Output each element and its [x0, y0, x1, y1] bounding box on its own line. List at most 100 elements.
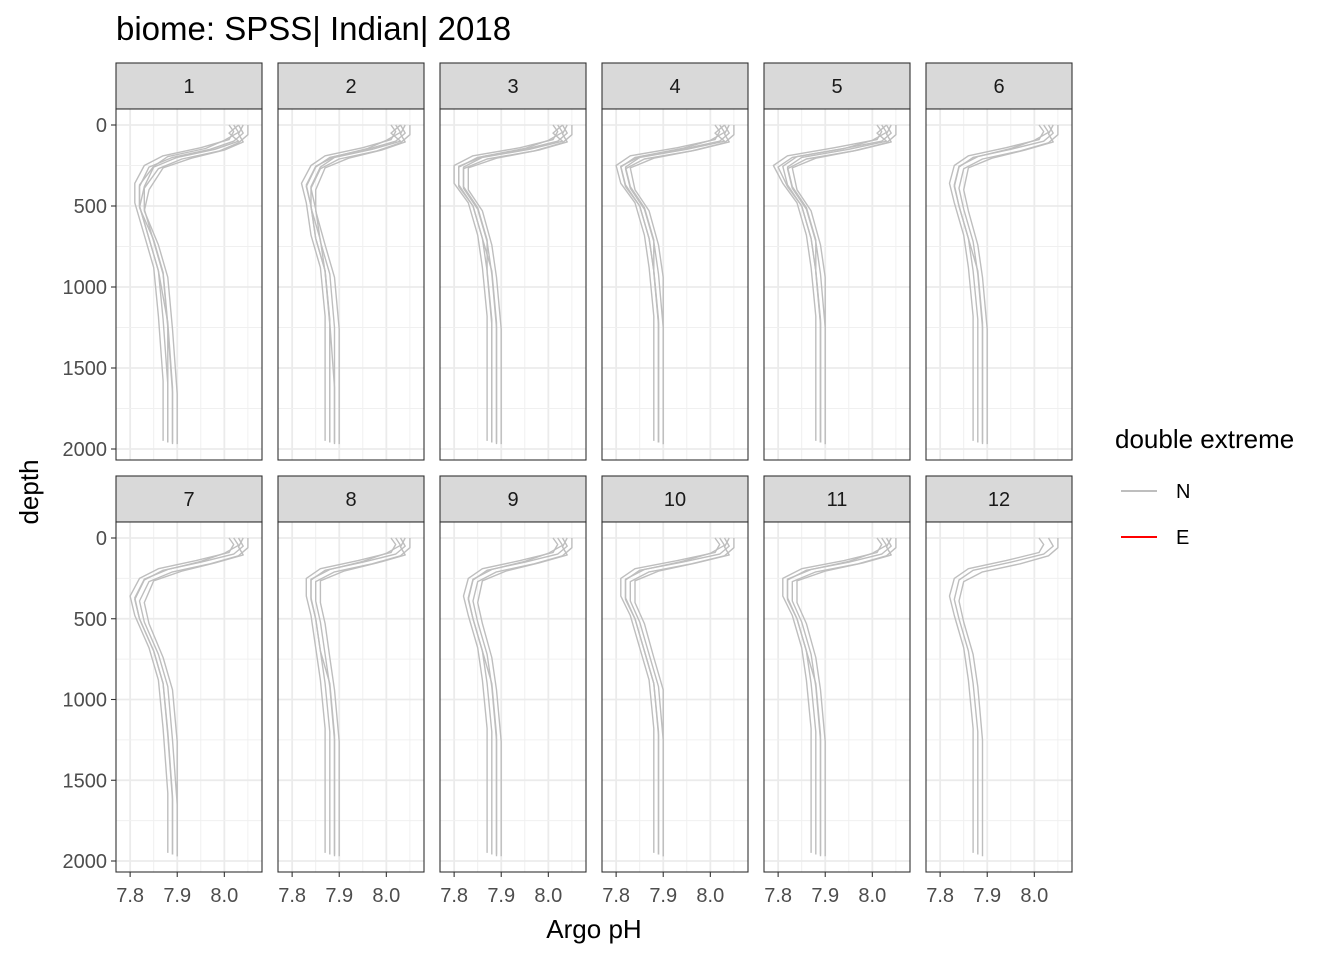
y-tick-label: 1000: [63, 690, 108, 712]
facet-strip: [601, 475, 749, 523]
y-tick-label: 1500: [63, 358, 108, 380]
profile-line: [138, 124, 240, 443]
x-tick-label: 8.0: [210, 885, 238, 907]
facet-strip-label: 10: [664, 489, 686, 511]
x-tick-label: 7.8: [116, 885, 144, 907]
facet-panel-11: 11 7.8 7.9 8.0: [763, 475, 911, 907]
panel-border: [763, 108, 911, 461]
facet-strip-label: 6: [993, 76, 1004, 98]
profile-line: [786, 124, 888, 443]
facet-panel-10: 10 7.8 7.9 8.0: [601, 475, 749, 907]
facet-strip: [115, 62, 263, 110]
profile-line: [963, 124, 1054, 445]
x-tick-label: 8.0: [372, 885, 400, 907]
profile-line: [786, 537, 888, 855]
panel-background: [278, 522, 424, 872]
x-tick-label: 7.8: [926, 885, 954, 907]
legend-label-N: N: [1176, 481, 1190, 503]
profile-line: [315, 124, 406, 445]
facet-strip: [763, 62, 911, 110]
profile-line: [629, 124, 730, 445]
facet-strip-label: 1: [183, 76, 194, 98]
profile-line: [143, 124, 244, 445]
x-tick-label: 7.8: [440, 885, 468, 907]
y-tick-label: 1500: [63, 770, 108, 792]
x-tick-label: 8.0: [1020, 885, 1048, 907]
panel-border: [925, 108, 1073, 461]
legend: double extreme N E: [1115, 424, 1294, 549]
x-tick-label: 8.0: [696, 885, 724, 907]
legend-title: double extreme: [1115, 424, 1294, 454]
facet-strip-label: 9: [507, 489, 518, 511]
profile-line: [796, 537, 892, 857]
facet-panel-12: 12 7.8 7.9 8.0: [925, 475, 1073, 907]
profile-line: [143, 537, 244, 857]
panel-background: [278, 109, 424, 460]
panel-background: [116, 522, 262, 872]
facet-panel-2: 2: [277, 62, 425, 461]
x-tick-label: 7.9: [973, 885, 1001, 907]
profile-line: [782, 537, 883, 853]
profile-line: [624, 537, 726, 855]
profile-line: [462, 124, 564, 443]
panel-background: [440, 109, 586, 460]
x-tick-label: 7.9: [649, 885, 677, 907]
profile-line: [615, 124, 721, 441]
profile-line: [948, 537, 1045, 853]
profile-line: [772, 124, 883, 441]
profile-line: [134, 124, 235, 441]
facet-strip-label: 2: [345, 76, 356, 98]
profile-line: [791, 124, 892, 445]
facet-strip: [277, 62, 425, 110]
y-tick-label: 500: [74, 196, 107, 218]
profile-line: [477, 537, 568, 857]
y-tick-label: 2000: [63, 851, 108, 873]
legend-label-E: E: [1176, 527, 1189, 549]
panel-border: [115, 108, 263, 461]
facet-strip-label: 8: [345, 489, 356, 511]
profile-line: [958, 538, 1059, 857]
profile-line: [953, 537, 1054, 855]
profile-line: [319, 537, 406, 857]
profile-line: [462, 537, 559, 853]
profile-line: [458, 124, 564, 443]
y-tick-label: 0: [96, 115, 107, 137]
profile-line: [129, 537, 235, 853]
panel-background: [926, 522, 1072, 872]
facet-panel-1: 1 0 500 1000 1500 2000: [63, 62, 263, 461]
panel-background: [116, 109, 262, 460]
facet-panel-9: 9 7.8 7.9 8.0: [439, 475, 587, 907]
panel-border: [277, 521, 425, 873]
panel-border: [277, 108, 425, 461]
x-tick-label: 8.0: [858, 885, 886, 907]
panel-border: [439, 521, 587, 873]
facet-strip-label: 3: [507, 76, 518, 98]
panel-background: [602, 522, 748, 872]
facet-strip-label: 5: [831, 76, 842, 98]
x-tick-label: 7.8: [278, 885, 306, 907]
facet-strip-label: 12: [988, 489, 1010, 511]
profile-line: [634, 537, 730, 857]
panel-border: [439, 108, 587, 461]
panel-background: [440, 522, 586, 872]
facet-panel-4: 4: [601, 62, 749, 461]
profile-line: [305, 537, 397, 853]
facet-strip-label: 7: [183, 489, 194, 511]
facet-strip-label: 11: [827, 489, 848, 511]
panel-background: [764, 522, 910, 872]
profile-line: [467, 537, 564, 855]
x-tick-label: 7.8: [602, 885, 630, 907]
panel-border: [115, 521, 263, 873]
facet-strip-label: 4: [669, 76, 680, 98]
x-tick-label: 7.9: [163, 885, 191, 907]
y-tick-label: 2000: [63, 439, 108, 461]
profile-line: [467, 124, 568, 445]
panel-border: [925, 521, 1073, 873]
x-tick-label: 8.0: [534, 885, 562, 907]
y-axis-title: depth: [14, 459, 44, 524]
facet-panel-5: 5: [763, 62, 911, 461]
facet-strip: [601, 62, 749, 110]
panel-border: [601, 521, 749, 873]
